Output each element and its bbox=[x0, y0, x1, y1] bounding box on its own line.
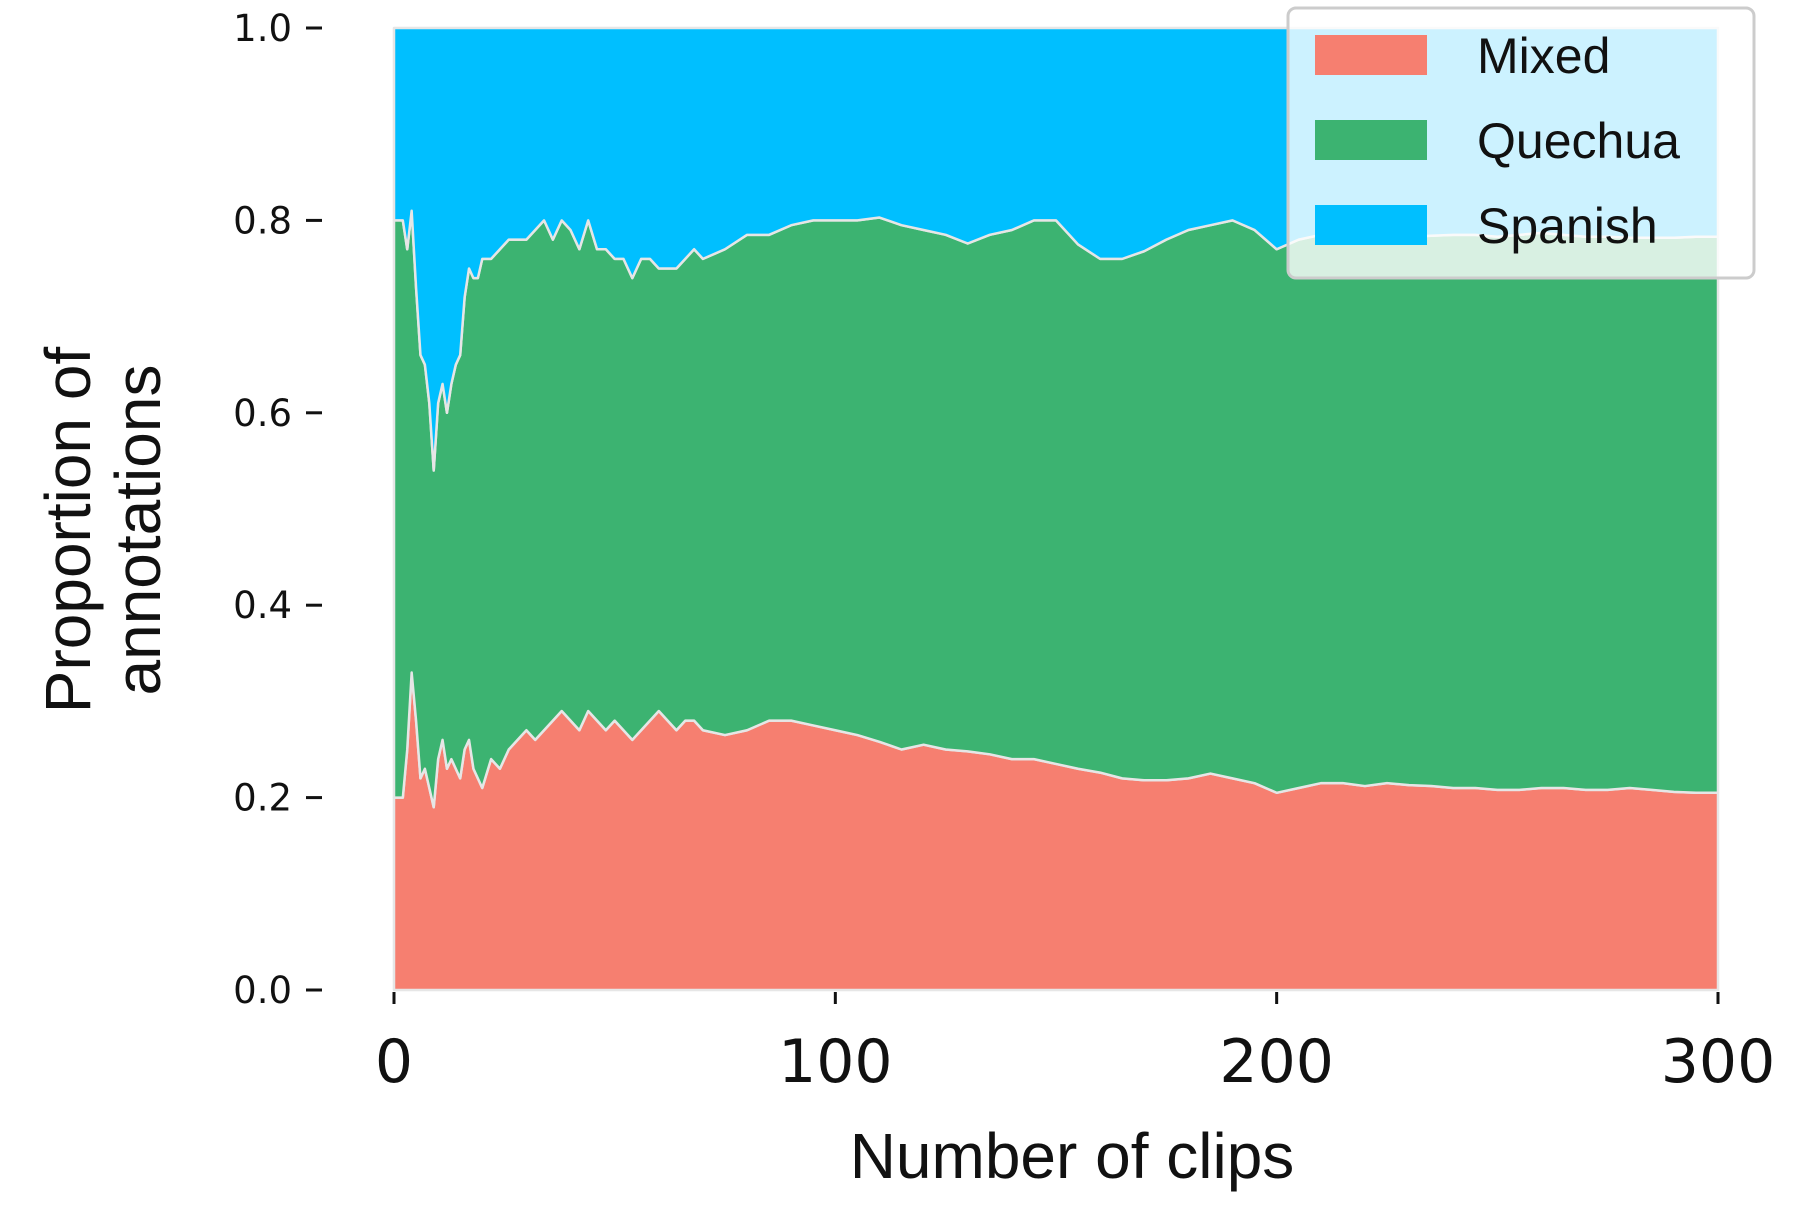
y-axis-label: Proportion of annotations bbox=[32, 347, 174, 714]
y-axis-label-line-2: annotations bbox=[102, 365, 174, 696]
x-axis: 0 100 200 300 bbox=[375, 992, 1775, 1097]
legend-swatch-mixed bbox=[1315, 35, 1427, 75]
x-tick-label: 200 bbox=[1219, 1027, 1334, 1097]
y-tick-label: 0.0 bbox=[233, 969, 292, 1012]
x-tick-label: 0 bbox=[375, 1027, 413, 1097]
y-tick-label: 1.0 bbox=[233, 7, 292, 50]
legend-label-mixed: Mixed bbox=[1477, 28, 1610, 84]
y-axis-label-line-1: Proportion of bbox=[32, 347, 104, 714]
legend-label-spanish: Spanish bbox=[1477, 198, 1658, 254]
legend-swatch-spanish bbox=[1315, 205, 1427, 245]
legend-label-quechua: Quechua bbox=[1477, 113, 1680, 169]
y-tick-label: 0.4 bbox=[233, 584, 292, 627]
y-tick-label: 0.8 bbox=[233, 199, 292, 242]
x-tick-label: 100 bbox=[778, 1027, 893, 1097]
y-axis: 0.0 0.2 0.4 0.6 0.8 1.0 bbox=[233, 7, 322, 1012]
y-tick-label: 0.6 bbox=[233, 392, 292, 435]
x-tick-label: 300 bbox=[1661, 1027, 1776, 1097]
x-axis-label: Number of clips bbox=[850, 1120, 1295, 1192]
legend-swatch-quechua bbox=[1315, 120, 1427, 160]
legend: Mixed Quechua Spanish bbox=[1286, 6, 1756, 280]
y-tick-label: 0.2 bbox=[233, 777, 292, 820]
